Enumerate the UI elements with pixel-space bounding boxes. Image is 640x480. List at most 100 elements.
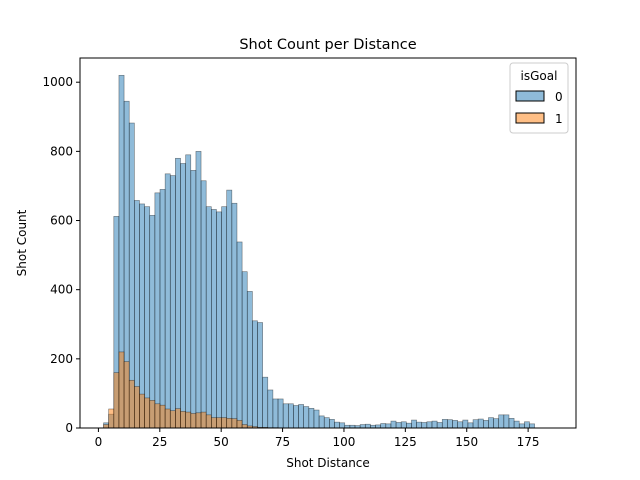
bar — [329, 419, 335, 429]
bar — [524, 421, 530, 429]
bar — [226, 418, 233, 429]
bar — [488, 417, 494, 429]
bar — [513, 420, 520, 429]
bar — [267, 389, 274, 429]
y-axis-title: Shot Count — [15, 209, 29, 276]
bar — [164, 173, 171, 429]
bar — [282, 403, 289, 429]
bar — [436, 422, 443, 429]
bar — [334, 421, 340, 429]
bar — [175, 157, 181, 429]
bar — [175, 408, 181, 429]
bar — [272, 398, 279, 429]
bar — [472, 419, 479, 429]
bar — [421, 422, 428, 429]
axes-frame — [79, 57, 577, 429]
bar — [462, 419, 469, 429]
bar — [395, 422, 402, 429]
bar — [159, 404, 166, 429]
bar — [477, 418, 484, 429]
legend-swatch-0 — [515, 90, 545, 102]
y-tick-label: 0 — [65, 421, 73, 435]
bar — [467, 422, 474, 429]
legend-title: isGoal — [521, 69, 558, 83]
legend: isGoal 0 1 — [509, 62, 569, 134]
bar — [503, 414, 510, 429]
x-tick-label: 75 — [275, 435, 290, 449]
bar — [118, 351, 125, 429]
x-tick-label: 175 — [517, 435, 540, 449]
y-tick-label: 800 — [50, 144, 73, 158]
bar — [123, 361, 130, 429]
series-1-bars — [103, 351, 279, 429]
legend-label-0: 0 — [555, 90, 563, 104]
bar — [257, 322, 263, 429]
bar — [211, 417, 217, 429]
y-tick-label: 600 — [50, 214, 73, 228]
bar — [441, 419, 448, 429]
bar — [359, 424, 366, 429]
x-tick-label: 25 — [152, 435, 167, 449]
bar — [159, 189, 166, 429]
bar — [431, 420, 438, 429]
plot-area — [79, 57, 577, 429]
x-tick-label: 125 — [394, 435, 417, 449]
bar — [447, 419, 453, 429]
bar — [380, 423, 387, 429]
bar — [190, 170, 197, 429]
bar — [221, 417, 228, 429]
bar — [113, 372, 120, 429]
x-tick-label: 100 — [333, 435, 356, 449]
legend-swatch-1 — [515, 112, 545, 124]
bar — [195, 412, 202, 429]
bar — [529, 423, 535, 429]
bar — [200, 411, 207, 429]
bar — [236, 420, 243, 429]
bar — [144, 206, 151, 429]
bar — [164, 408, 171, 429]
bar — [190, 413, 197, 429]
bar — [169, 175, 176, 429]
y-axis: 0 200 400 600 800 1000 — [42, 75, 80, 435]
bar — [252, 320, 258, 429]
bar — [211, 209, 217, 429]
bar — [134, 386, 140, 429]
bar — [149, 215, 156, 429]
chart-title: Shot Count per Distance — [239, 37, 416, 53]
bar — [390, 420, 397, 429]
bar — [518, 423, 525, 429]
y-tick-label: 400 — [50, 283, 73, 297]
bar — [508, 418, 515, 429]
x-tick-label: 50 — [214, 435, 229, 449]
bar — [185, 154, 192, 429]
bar — [103, 424, 109, 429]
bar — [287, 403, 294, 429]
bar — [277, 398, 284, 429]
bar — [149, 400, 156, 429]
bar — [411, 419, 417, 429]
bar — [180, 163, 186, 429]
bar — [139, 393, 145, 429]
bar — [385, 423, 392, 429]
bar — [339, 422, 346, 429]
bar — [216, 417, 222, 429]
x-axis: 0 25 50 75 100 125 150 175 — [95, 428, 540, 449]
bar — [231, 202, 238, 429]
bar — [452, 420, 458, 429]
bar — [483, 420, 489, 429]
bar — [200, 180, 207, 429]
bar — [144, 397, 151, 429]
bar — [195, 151, 202, 429]
bar — [128, 379, 135, 429]
bar — [221, 206, 228, 429]
bar — [185, 411, 192, 429]
bar — [241, 271, 248, 429]
bar — [313, 409, 320, 429]
bar — [246, 291, 253, 429]
x-tick-label: 0 — [95, 435, 103, 449]
bar — [416, 421, 423, 429]
bar — [205, 414, 212, 429]
bar — [308, 407, 315, 429]
series-0-bars — [103, 74, 535, 429]
